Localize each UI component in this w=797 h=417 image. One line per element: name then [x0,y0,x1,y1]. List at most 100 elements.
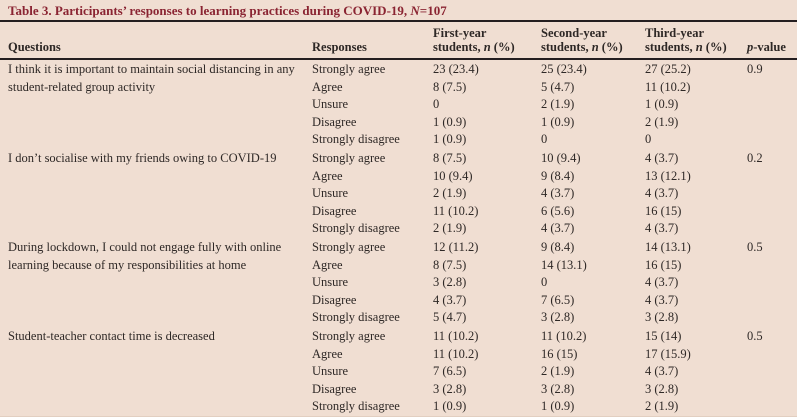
third-year-cell: 1 (0.9) [645,97,679,112]
first-year-cell: 1 (0.9) [433,132,467,147]
second-year-line1: Second-year [541,26,607,40]
table-row: Strongly disagree 1 (0.9) 0 0 [0,131,797,149]
second-year-cell: 0 [541,132,548,147]
table-row: Agree 10 (9.4) 9 (8.4) 13 (12.1) [0,168,797,186]
response-cell: Unsure [312,97,349,112]
p-value-rest: -value [753,40,786,54]
second-year-cell: 4 (3.7) [541,221,575,236]
column-header-second-year: Second-year students, n (%) [533,22,637,60]
response-cell: Disagree [312,203,357,218]
table-row: Disagree 1 (0.9) 1 (0.9) 2 (1.9) [0,114,797,132]
second-year-cell: 2 (1.9) [541,97,575,112]
p-value-cell: 0.5 [747,328,763,343]
response-cell: Agree [312,79,343,94]
table-row: Unsure 3 (2.8) 0 4 (3.7) [0,274,797,292]
p-value-cell: 0.9 [747,62,763,76]
table-row: Student-teacher contact time is decrease… [0,327,797,346]
table-row: During lockdown, I could not engage full… [0,238,797,272]
first-year-cell: 1 (0.9) [433,114,467,129]
first-year-line1: First-year [433,26,487,40]
first-year-cell: 3 (2.8) [433,275,467,290]
response-cell: Disagree [312,114,357,129]
table-row: Disagree 11 (10.2) 6 (5.6) 16 (15) [0,203,797,221]
third-year-n: n [695,40,703,54]
question-cell: I don’t socialise with my friends owing … [8,150,277,165]
p-value-cell [739,292,797,310]
second-year-cell: 9 (8.4) [541,168,575,183]
p-value-cell: 0.2 [747,150,763,165]
second-year-cell: 2 (1.9) [541,364,575,379]
second-year-cell: 16 (15) [541,346,578,361]
response-cell: Strongly disagree [312,132,400,147]
p-value-cell [739,131,797,149]
first-year-line2: students, [433,40,484,54]
response-cell: Strongly disagree [312,310,400,325]
p-value-cell [739,363,797,381]
table-row: Strongly disagree 1 (0.9) 1 (0.9) 2 (1.9) [0,398,797,416]
third-year-line2: students, [645,40,696,54]
third-year-cell: 16 (15) [645,203,682,218]
p-value-cell [739,381,797,399]
p-value-cell [739,398,797,416]
first-year-cell: 4 (3.7) [433,292,467,307]
p-value-cell [739,114,797,132]
first-year-cell: 23 (23.4) [433,62,479,76]
third-year-cell: 11 (10.2) [645,79,691,94]
second-year-cell: 10 (9.4) [541,150,581,165]
first-year-cell: 2 (1.9) [433,221,467,236]
response-cell: Unsure [312,186,349,201]
first-year-cell: 8 (7.5) [433,257,467,272]
third-year-cell: 13 (12.1) [645,168,691,183]
p-value-cell [739,346,797,364]
third-year-cell: 2 (1.9) [645,114,679,129]
response-cell: Agree [312,168,343,183]
table-row: I think it is important to maintain soci… [0,59,797,94]
p-value-cell [739,168,797,186]
p-value-cell [739,79,797,97]
first-year-cell: 0 [433,97,440,112]
third-year-cell: 4 (3.7) [645,364,679,379]
third-year-cell: 15 (14) [645,328,682,343]
first-year-cell: 8 (7.5) [433,150,467,165]
response-cell: Strongly agree [312,62,386,76]
third-year-cell: 0 [645,132,652,147]
response-cell: Strongly agree [312,328,386,343]
second-year-cell: 6 (5.6) [541,203,575,218]
table-row: Agree 11 (10.2) 16 (15) 17 (15.9) [0,346,797,364]
response-cell: Agree [312,346,343,361]
table-row: Unsure 7 (6.5) 2 (1.9) 4 (3.7) [0,363,797,381]
p-value-cell [739,185,797,203]
second-year-cell: 1 (0.9) [541,399,575,414]
table-row: Unsure 0 2 (1.9) 1 (0.9) [0,96,797,114]
response-cell: Disagree [312,381,357,396]
second-year-cell: 25 (23.4) [541,62,587,76]
third-year-pct: (%) [702,40,727,54]
p-value-cell [739,257,797,275]
response-cell: Strongly disagree [312,399,400,414]
second-year-cell: 9 (8.4) [541,239,575,254]
second-year-cell: 0 [541,275,548,290]
second-year-cell: 11 (10.2) [541,328,587,343]
column-header-questions: Questions [0,22,304,60]
first-year-cell: 11 (10.2) [433,346,479,361]
response-cell: Agree [312,257,343,272]
column-header-first-year: First-year students, n (%) [425,22,533,60]
first-year-cell: 11 (10.2) [433,328,479,343]
third-year-cell: 3 (2.8) [645,310,679,325]
first-year-cell: 5 (4.7) [433,310,467,325]
first-year-n: n [483,40,491,54]
second-year-cell: 1 (0.9) [541,114,575,129]
first-year-cell: 11 (10.2) [433,203,479,218]
response-cell: Strongly disagree [312,221,400,236]
table-header: Questions Responses First-year students, … [0,22,797,60]
header-row: Questions Responses First-year students, … [0,22,797,60]
first-year-cell: 2 (1.9) [433,186,467,201]
table-body: I think it is important to maintain soci… [0,59,797,416]
table-title: Table 3. Participants’ responses to lear… [0,0,797,22]
third-year-cell: 4 (3.7) [645,292,679,307]
column-header-p-value: p-value [739,22,797,60]
results-table: Questions Responses First-year students, … [0,22,797,416]
third-year-cell: 16 (15) [645,257,682,272]
third-year-cell: 4 (3.7) [645,221,679,236]
second-year-cell: 14 (13.1) [541,257,587,272]
